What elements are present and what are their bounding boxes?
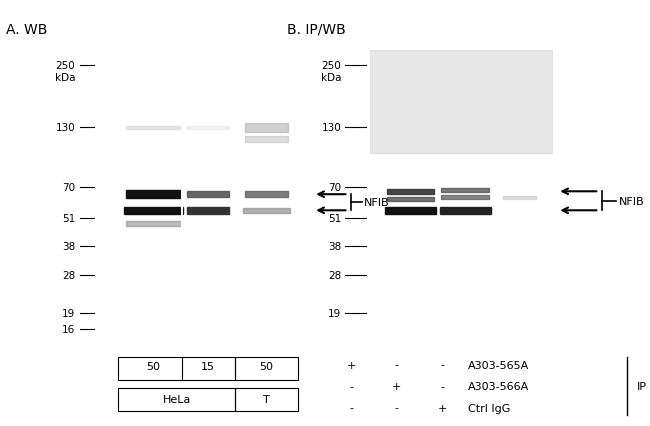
Text: HeLa: HeLa bbox=[162, 394, 191, 404]
Text: B. IP/WB: B. IP/WB bbox=[287, 23, 346, 37]
Bar bbox=[245, 137, 288, 143]
Bar bbox=[187, 191, 229, 198]
Bar bbox=[385, 207, 436, 214]
Text: NFIB: NFIB bbox=[619, 196, 644, 206]
Text: 15: 15 bbox=[201, 361, 215, 371]
Text: 70: 70 bbox=[328, 183, 341, 193]
Text: -: - bbox=[440, 360, 444, 370]
Text: A303-565A: A303-565A bbox=[468, 360, 529, 370]
Text: 130: 130 bbox=[55, 123, 75, 133]
Bar bbox=[245, 124, 288, 132]
Text: 19: 19 bbox=[328, 308, 341, 318]
Text: 50: 50 bbox=[146, 361, 161, 371]
Bar bbox=[387, 197, 434, 201]
Bar bbox=[118, 357, 235, 380]
Text: -: - bbox=[349, 403, 353, 413]
Text: 28: 28 bbox=[328, 271, 341, 281]
Bar bbox=[126, 127, 181, 130]
Text: -: - bbox=[440, 381, 444, 391]
Text: +: + bbox=[437, 403, 447, 413]
Bar bbox=[439, 207, 491, 214]
Text: 250: 250 bbox=[55, 60, 75, 70]
Bar bbox=[187, 207, 229, 214]
Bar bbox=[124, 207, 183, 214]
Bar bbox=[441, 188, 489, 193]
Text: 51: 51 bbox=[328, 213, 341, 223]
Text: Ctrl IgG: Ctrl IgG bbox=[468, 403, 510, 413]
Text: -: - bbox=[395, 403, 398, 413]
Text: kDa: kDa bbox=[55, 73, 75, 83]
Text: -: - bbox=[349, 381, 353, 391]
Bar bbox=[126, 221, 181, 227]
Bar bbox=[235, 357, 298, 380]
Text: NFIB: NFIB bbox=[364, 198, 389, 208]
Bar bbox=[245, 192, 288, 198]
Bar bbox=[235, 388, 298, 411]
Text: 28: 28 bbox=[62, 271, 75, 281]
Text: kDa: kDa bbox=[321, 73, 341, 83]
Text: 38: 38 bbox=[62, 241, 75, 251]
Text: 51: 51 bbox=[62, 213, 75, 223]
Text: IP: IP bbox=[637, 381, 647, 391]
Text: 130: 130 bbox=[322, 123, 341, 133]
Bar bbox=[243, 208, 290, 213]
Bar bbox=[503, 196, 536, 199]
Text: 38: 38 bbox=[328, 241, 341, 251]
Bar bbox=[441, 196, 489, 200]
Bar bbox=[118, 388, 235, 411]
Text: T: T bbox=[263, 394, 270, 404]
Text: 19: 19 bbox=[62, 308, 75, 318]
Text: +: + bbox=[346, 360, 356, 370]
Text: 70: 70 bbox=[62, 183, 75, 193]
Text: -: - bbox=[395, 360, 398, 370]
Text: 16: 16 bbox=[62, 324, 75, 334]
Text: 50: 50 bbox=[259, 361, 274, 371]
Text: 250: 250 bbox=[322, 60, 341, 70]
Bar bbox=[370, 51, 552, 153]
Bar bbox=[187, 127, 229, 130]
Text: A303-566A: A303-566A bbox=[468, 381, 529, 391]
Bar bbox=[387, 189, 434, 195]
Bar bbox=[126, 190, 181, 199]
Text: +: + bbox=[392, 381, 401, 391]
Text: A. WB: A. WB bbox=[6, 23, 47, 37]
